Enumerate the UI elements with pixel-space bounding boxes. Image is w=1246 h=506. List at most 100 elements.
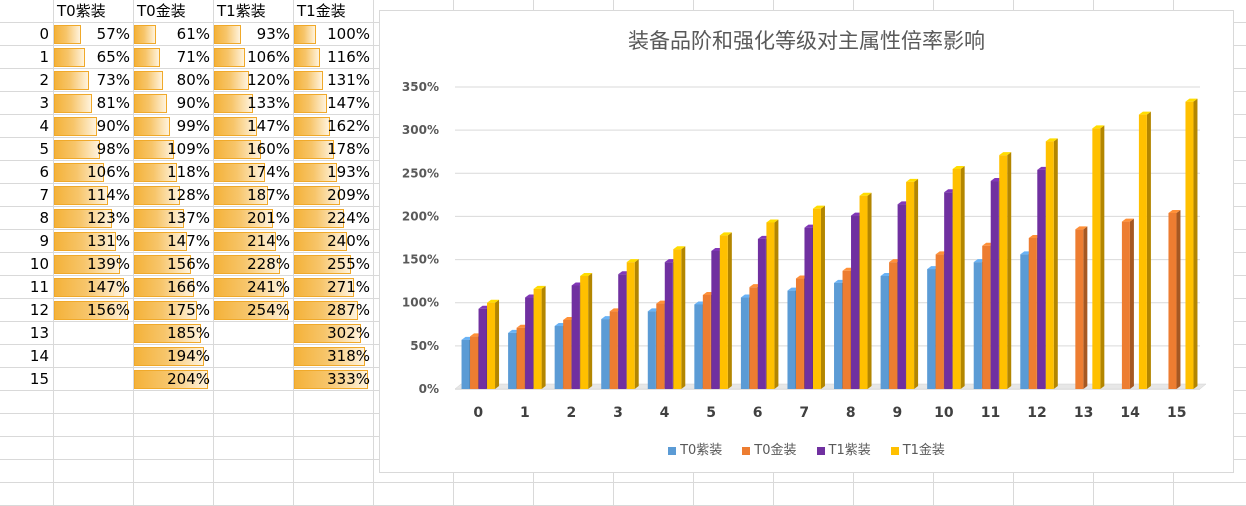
table-cell[interactable]: 81% (53, 92, 133, 115)
table-cell[interactable]: 193% (293, 161, 373, 184)
table-cell[interactable] (213, 322, 293, 345)
table-cell[interactable]: 114% (53, 184, 133, 207)
table-cell[interactable]: 116% (293, 46, 373, 69)
row-label[interactable]: 11 (29, 278, 49, 296)
table-cell[interactable]: 123% (53, 207, 133, 230)
legend-item[interactable]: T1紫装 (816, 439, 871, 458)
table-cell[interactable] (53, 322, 133, 345)
table-cell[interactable]: 241% (213, 276, 293, 299)
table-cell[interactable]: 318% (293, 345, 373, 368)
table-cell[interactable]: 166% (133, 276, 213, 299)
table-cell[interactable]: 187% (213, 184, 293, 207)
table-cell[interactable]: 98% (53, 138, 133, 161)
table-cell[interactable]: 209% (293, 184, 373, 207)
column-header[interactable]: T1金装 (297, 2, 346, 20)
row-label[interactable]: 12 (29, 301, 49, 319)
table-cell[interactable]: 120% (213, 69, 293, 92)
bar-side (541, 285, 546, 389)
column-header[interactable]: T0紫装 (57, 2, 106, 20)
table-cell[interactable]: 185% (133, 322, 213, 345)
row-label[interactable]: 7 (39, 186, 49, 204)
table-cell[interactable]: 65% (53, 46, 133, 69)
table-cell[interactable]: 162% (293, 115, 373, 138)
table-cell[interactable]: 254% (213, 299, 293, 322)
table-cell[interactable]: 175% (133, 299, 213, 322)
table-cell[interactable]: 61% (133, 23, 213, 46)
row-label[interactable]: 10 (29, 255, 49, 273)
table-cell[interactable]: 160% (213, 138, 293, 161)
data-bar (294, 25, 317, 44)
table-cell[interactable]: 80% (133, 69, 213, 92)
table-cell[interactable]: 271% (293, 276, 373, 299)
table-cell[interactable]: 255% (293, 253, 373, 276)
table-cell[interactable]: 302% (293, 322, 373, 345)
table-cell[interactable]: 228% (213, 253, 293, 276)
bar (944, 192, 953, 389)
table-cell[interactable]: 174% (213, 161, 293, 184)
table-cell[interactable]: 287% (293, 299, 373, 322)
table-cell[interactable]: 57% (53, 23, 133, 46)
column-header[interactable]: T0金装 (137, 2, 186, 20)
table-cell[interactable]: 147% (53, 276, 133, 299)
table-cell[interactable]: 147% (293, 92, 373, 115)
table-cell[interactable]: 90% (133, 92, 213, 115)
table-cell[interactable]: 147% (213, 115, 293, 138)
x-tick-label: 3 (613, 405, 623, 421)
row-label[interactable]: 6 (39, 163, 49, 181)
table-cell[interactable]: 73% (53, 69, 133, 92)
row-label[interactable]: 4 (39, 117, 49, 135)
table-cell[interactable]: 106% (53, 161, 133, 184)
legend-item[interactable]: T1金装 (890, 439, 945, 458)
table-cell[interactable]: 118% (133, 161, 213, 184)
table-cell[interactable]: 133% (213, 92, 293, 115)
legend-item[interactable]: T0金装 (742, 439, 797, 458)
table-cell[interactable]: 106% (213, 46, 293, 69)
x-tick-label: 9 (892, 405, 902, 421)
bar (563, 319, 572, 389)
table-cell[interactable]: 71% (133, 46, 213, 69)
table-cell[interactable]: 128% (133, 184, 213, 207)
row-label[interactable]: 1 (39, 48, 49, 66)
table-cell[interactable]: 201% (213, 207, 293, 230)
table-cell[interactable] (213, 368, 293, 391)
bar (740, 297, 749, 389)
table-cell[interactable]: 194% (133, 345, 213, 368)
table-cell[interactable]: 333% (293, 368, 373, 391)
row-label[interactable]: 9 (39, 232, 49, 250)
table-cell[interactable]: 90% (53, 115, 133, 138)
bar (1185, 101, 1194, 389)
bar-chart[interactable]: 装备品阶和强化等级对主属性倍率影响 0% 50% 100% 150% 200% 250% 3… (379, 10, 1234, 473)
row-label[interactable]: 8 (39, 209, 49, 227)
row-label[interactable]: 2 (39, 71, 49, 89)
table-cell[interactable]: 139% (53, 253, 133, 276)
table-cell[interactable]: 131% (53, 230, 133, 253)
table-cell[interactable]: 156% (133, 253, 213, 276)
table-cell[interactable]: 204% (133, 368, 213, 391)
table-cell[interactable]: 93% (213, 23, 293, 46)
row-label[interactable]: 14 (29, 347, 49, 365)
table-cell[interactable] (213, 345, 293, 368)
table-cell[interactable] (53, 368, 133, 391)
table-cell[interactable]: 99% (133, 115, 213, 138)
table-cell[interactable]: 156% (53, 299, 133, 322)
row-label[interactable]: 15 (29, 370, 49, 388)
table-cell[interactable]: 109% (133, 138, 213, 161)
row-label[interactable]: 3 (39, 94, 49, 112)
table-cell[interactable]: 240% (293, 230, 373, 253)
bar (647, 311, 656, 389)
table-cell[interactable]: 137% (133, 207, 213, 230)
row-label[interactable]: 13 (29, 324, 49, 342)
table-cell[interactable]: 214% (213, 230, 293, 253)
bar (533, 288, 542, 389)
bar (812, 208, 821, 389)
legend-item[interactable]: T0紫装 (668, 439, 722, 458)
table-cell[interactable]: 147% (133, 230, 213, 253)
table-cell[interactable]: 100% (293, 23, 373, 46)
table-cell[interactable]: 224% (293, 207, 373, 230)
table-cell[interactable]: 131% (293, 69, 373, 92)
row-label[interactable]: 5 (39, 140, 49, 158)
table-cell[interactable] (53, 345, 133, 368)
table-cell[interactable]: 178% (293, 138, 373, 161)
column-header[interactable]: T1紫装 (217, 2, 266, 20)
row-label[interactable]: 0 (39, 25, 49, 43)
